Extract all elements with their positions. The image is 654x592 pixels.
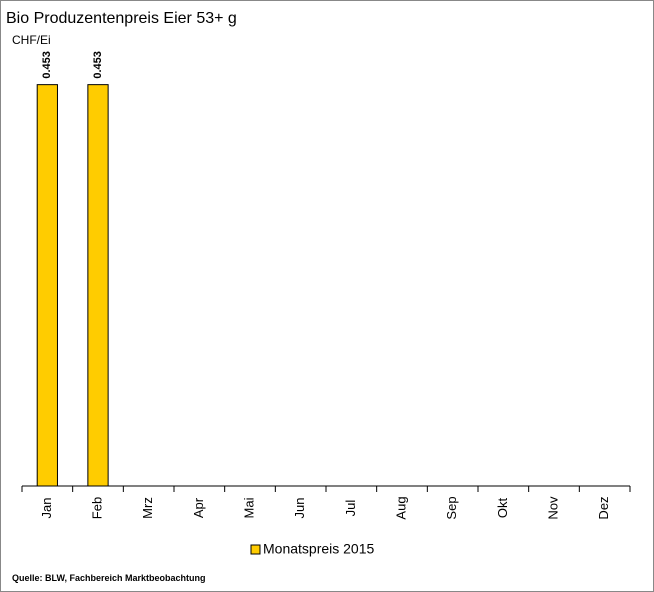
x-tick-label: Mai (241, 497, 256, 518)
x-tick-label: Okt (495, 498, 510, 519)
x-tick-label: Sep (444, 496, 459, 519)
source: Quelle: BLW, Fachbereich Marktbeobachtun… (12, 573, 206, 583)
x-tick-label: Jun (292, 498, 307, 519)
y-axis-label: CHF/Ei (12, 33, 51, 47)
x-tick-label: Nov (545, 496, 560, 520)
x-tick-label: Mrz (140, 497, 155, 519)
chart-title: Bio Produzentenpreis Eier 53+ g (6, 10, 237, 27)
x-tick-label: Jan (39, 498, 54, 519)
bar (36, 84, 58, 487)
x-tick-label: Dez (596, 496, 611, 519)
bar (87, 84, 109, 487)
value-label: 0.453 (92, 51, 104, 79)
legend-label: Monatspreis 2015 (263, 541, 375, 557)
x-tick-label: Jul (343, 500, 358, 517)
value-label: 0.453 (41, 51, 53, 79)
x-tick-label: Apr (191, 497, 206, 518)
x-tick-label: Feb (89, 497, 104, 519)
legend-swatch (250, 544, 261, 555)
x-tick-label: Aug (393, 496, 408, 519)
